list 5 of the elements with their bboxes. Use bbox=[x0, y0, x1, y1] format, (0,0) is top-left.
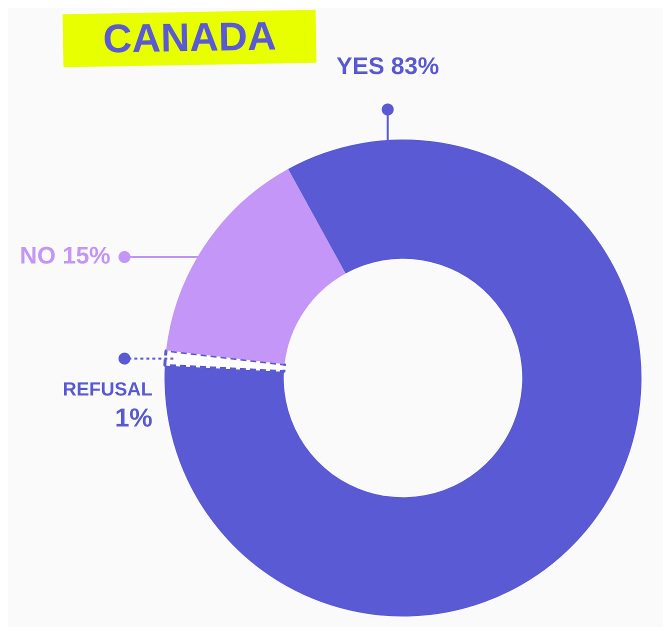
legend-label: NO 15% bbox=[20, 242, 110, 270]
slice-label: YES 83% bbox=[336, 53, 440, 80]
slice-label: REFUSAL bbox=[62, 379, 153, 400]
data-label: 1% bbox=[114, 402, 152, 433]
chart-title: CANADA bbox=[62, 10, 317, 68]
